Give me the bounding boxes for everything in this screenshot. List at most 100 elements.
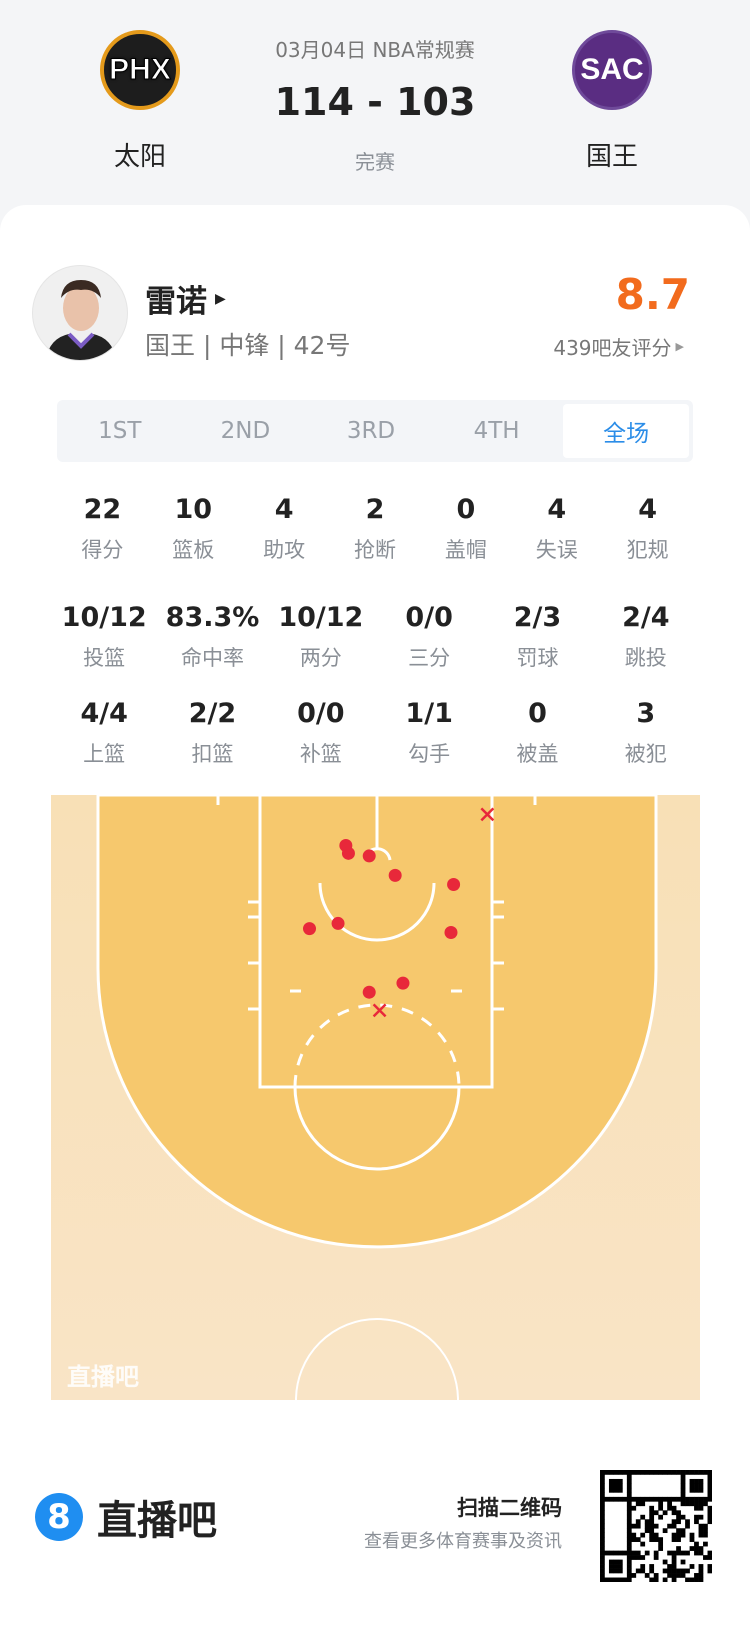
caret-right-icon: ▶ [215, 290, 226, 307]
stat-label: 补篮 [299, 742, 342, 766]
stat-value: 4 [274, 494, 294, 525]
stat-cell: 2/3 罚球 [483, 602, 591, 672]
match-score: 114 - 103 [274, 80, 476, 124]
stat-label: 扣篮 [191, 742, 234, 766]
stat-cell: 4/4 上篮 [50, 698, 158, 768]
free-throw-circle-bottom [293, 1086, 461, 1171]
player-avatar[interactable] [32, 265, 128, 361]
stat-value: 2/3 [513, 602, 562, 633]
match-date-league: 03月04日 NBA常规赛 [275, 38, 475, 62]
player-name-link[interactable]: 雷诺 ▶ [145, 276, 226, 321]
shot-chart: 直播吧 [51, 790, 700, 1482]
stat-label: 抢断 [354, 538, 396, 562]
tab-2nd[interactable]: 2ND [220, 418, 271, 444]
stat-value: 1/1 [405, 698, 453, 729]
stat-label: 两分 [299, 646, 342, 670]
stat-label: 得分 [81, 538, 124, 562]
stat-cell: 0 盖帽 [420, 494, 511, 564]
stat-cell: 1/1 勾手 [375, 698, 483, 768]
player-photo-icon [45, 280, 117, 360]
made-shot [388, 868, 402, 882]
stat-label: 助攻 [263, 538, 306, 562]
stat-value: 4 [638, 494, 657, 525]
stat-cell: 2/2 扣篮 [158, 698, 266, 768]
brand-logo: 8 直播吧 [35, 1488, 217, 1546]
stat-label: 投篮 [83, 646, 126, 670]
rating-count: 439吧友评分 [553, 336, 672, 360]
stat-label: 被盖 [516, 742, 559, 766]
stat-cell: 22 得分 [57, 494, 148, 564]
made-shot [303, 922, 317, 936]
away-team-name: 国王 [585, 142, 638, 172]
scan-subtitle: 查看更多体育赛事及资讯 [364, 1531, 562, 1552]
stats-row-basic: 22 得分 10 篮板 4 助攻 2 抢断 0 盖帽 4 失误 4 犯规 [57, 494, 693, 564]
stat-label: 篮板 [172, 538, 215, 562]
rating-link[interactable]: 439吧友评分 ▶ [553, 332, 684, 361]
missed-shot [480, 807, 495, 822]
missed-shot [372, 1003, 387, 1018]
stat-label: 罚球 [516, 646, 559, 670]
period-tabs: 1ST 2ND 3RD 4TH 全场 [57, 400, 693, 462]
stat-cell: 4 失误 [511, 494, 602, 564]
stats-row-shot-types: 4/4 上篮 2/2 扣篮 0/0 补篮 1/1 勾手 0 被盖 3 被犯 [50, 698, 700, 768]
basketball-court [51, 790, 700, 1482]
stat-value: 10 [174, 494, 213, 525]
stat-label: 失误 [535, 538, 578, 562]
stat-cell: 3 被犯 [592, 698, 700, 768]
caret-right-icon: ▶ [675, 340, 684, 353]
player-rating: 8.7 [615, 270, 690, 319]
home-team-name: 太阳 [113, 142, 166, 172]
qr-code[interactable] [600, 1470, 712, 1582]
made-shot [396, 976, 410, 990]
stat-cell: 83.3% 命中率 [158, 602, 266, 672]
made-shot [331, 916, 345, 930]
stat-cell: 10/12 投篮 [50, 602, 158, 672]
tab-full-game[interactable]: 全场 [563, 404, 689, 458]
stat-value: 2 [365, 494, 385, 525]
made-shot [444, 925, 458, 939]
stat-cell: 2 抢断 [330, 494, 421, 564]
stat-value: 83.3% [165, 602, 260, 633]
made-shot [447, 877, 461, 891]
stat-label: 命中率 [180, 646, 244, 670]
stat-value: 3 [636, 698, 656, 729]
stat-cell: 0 被盖 [483, 698, 591, 768]
stat-value: 10/12 [61, 602, 147, 633]
phx-logo-text: PHX [109, 53, 172, 87]
stat-label: 跳投 [624, 646, 667, 670]
tab-3rd[interactable]: 3RD [346, 418, 396, 444]
made-shot [362, 849, 376, 863]
brand-name: 直播吧 [97, 1498, 217, 1544]
match-status: 完赛 [355, 150, 395, 174]
made-shot [362, 985, 376, 999]
stat-value: 10/12 [278, 602, 364, 633]
sac-team-logo[interactable]: SAC [572, 30, 652, 110]
sac-logo-text: SAC [580, 53, 644, 86]
made-shot [341, 846, 355, 860]
tab-4th[interactable]: 4TH [473, 418, 520, 444]
stat-label: 盖帽 [444, 538, 487, 562]
stat-label: 上篮 [83, 742, 126, 766]
stat-cell: 2/4 跳投 [592, 602, 700, 672]
stat-cell: 4 犯规 [602, 494, 693, 564]
tab-1st[interactable]: 1ST [98, 418, 142, 444]
stat-value: 0 [528, 698, 547, 729]
stat-value: 0/0 [405, 602, 453, 633]
three-point-line [96, 793, 658, 1249]
stat-cell: 10 篮板 [148, 494, 239, 564]
stat-value: 22 [83, 494, 122, 525]
lane-hash-marks [216, 795, 537, 1011]
stat-value: 0/0 [297, 698, 345, 729]
stat-value: 2/2 [188, 698, 237, 729]
stats-row-shooting: 10/12 投篮 83.3% 命中率 10/12 两分 0/0 三分 2/3 罚球 2/4 跳投 [50, 602, 700, 672]
stat-label: 三分 [408, 646, 451, 670]
stat-cell: 0/0 补篮 [267, 698, 375, 768]
phx-team-logo[interactable]: PHX [100, 30, 180, 110]
stat-value: 4 [547, 494, 567, 525]
player-name: 雷诺 [145, 284, 207, 320]
stat-label: 被犯 [624, 742, 667, 766]
stat-cell: 0/0 三分 [375, 602, 483, 672]
brand-8-icon: 8 [35, 1493, 83, 1541]
stat-label: 勾手 [408, 742, 451, 766]
stat-value: 4/4 [80, 698, 128, 729]
